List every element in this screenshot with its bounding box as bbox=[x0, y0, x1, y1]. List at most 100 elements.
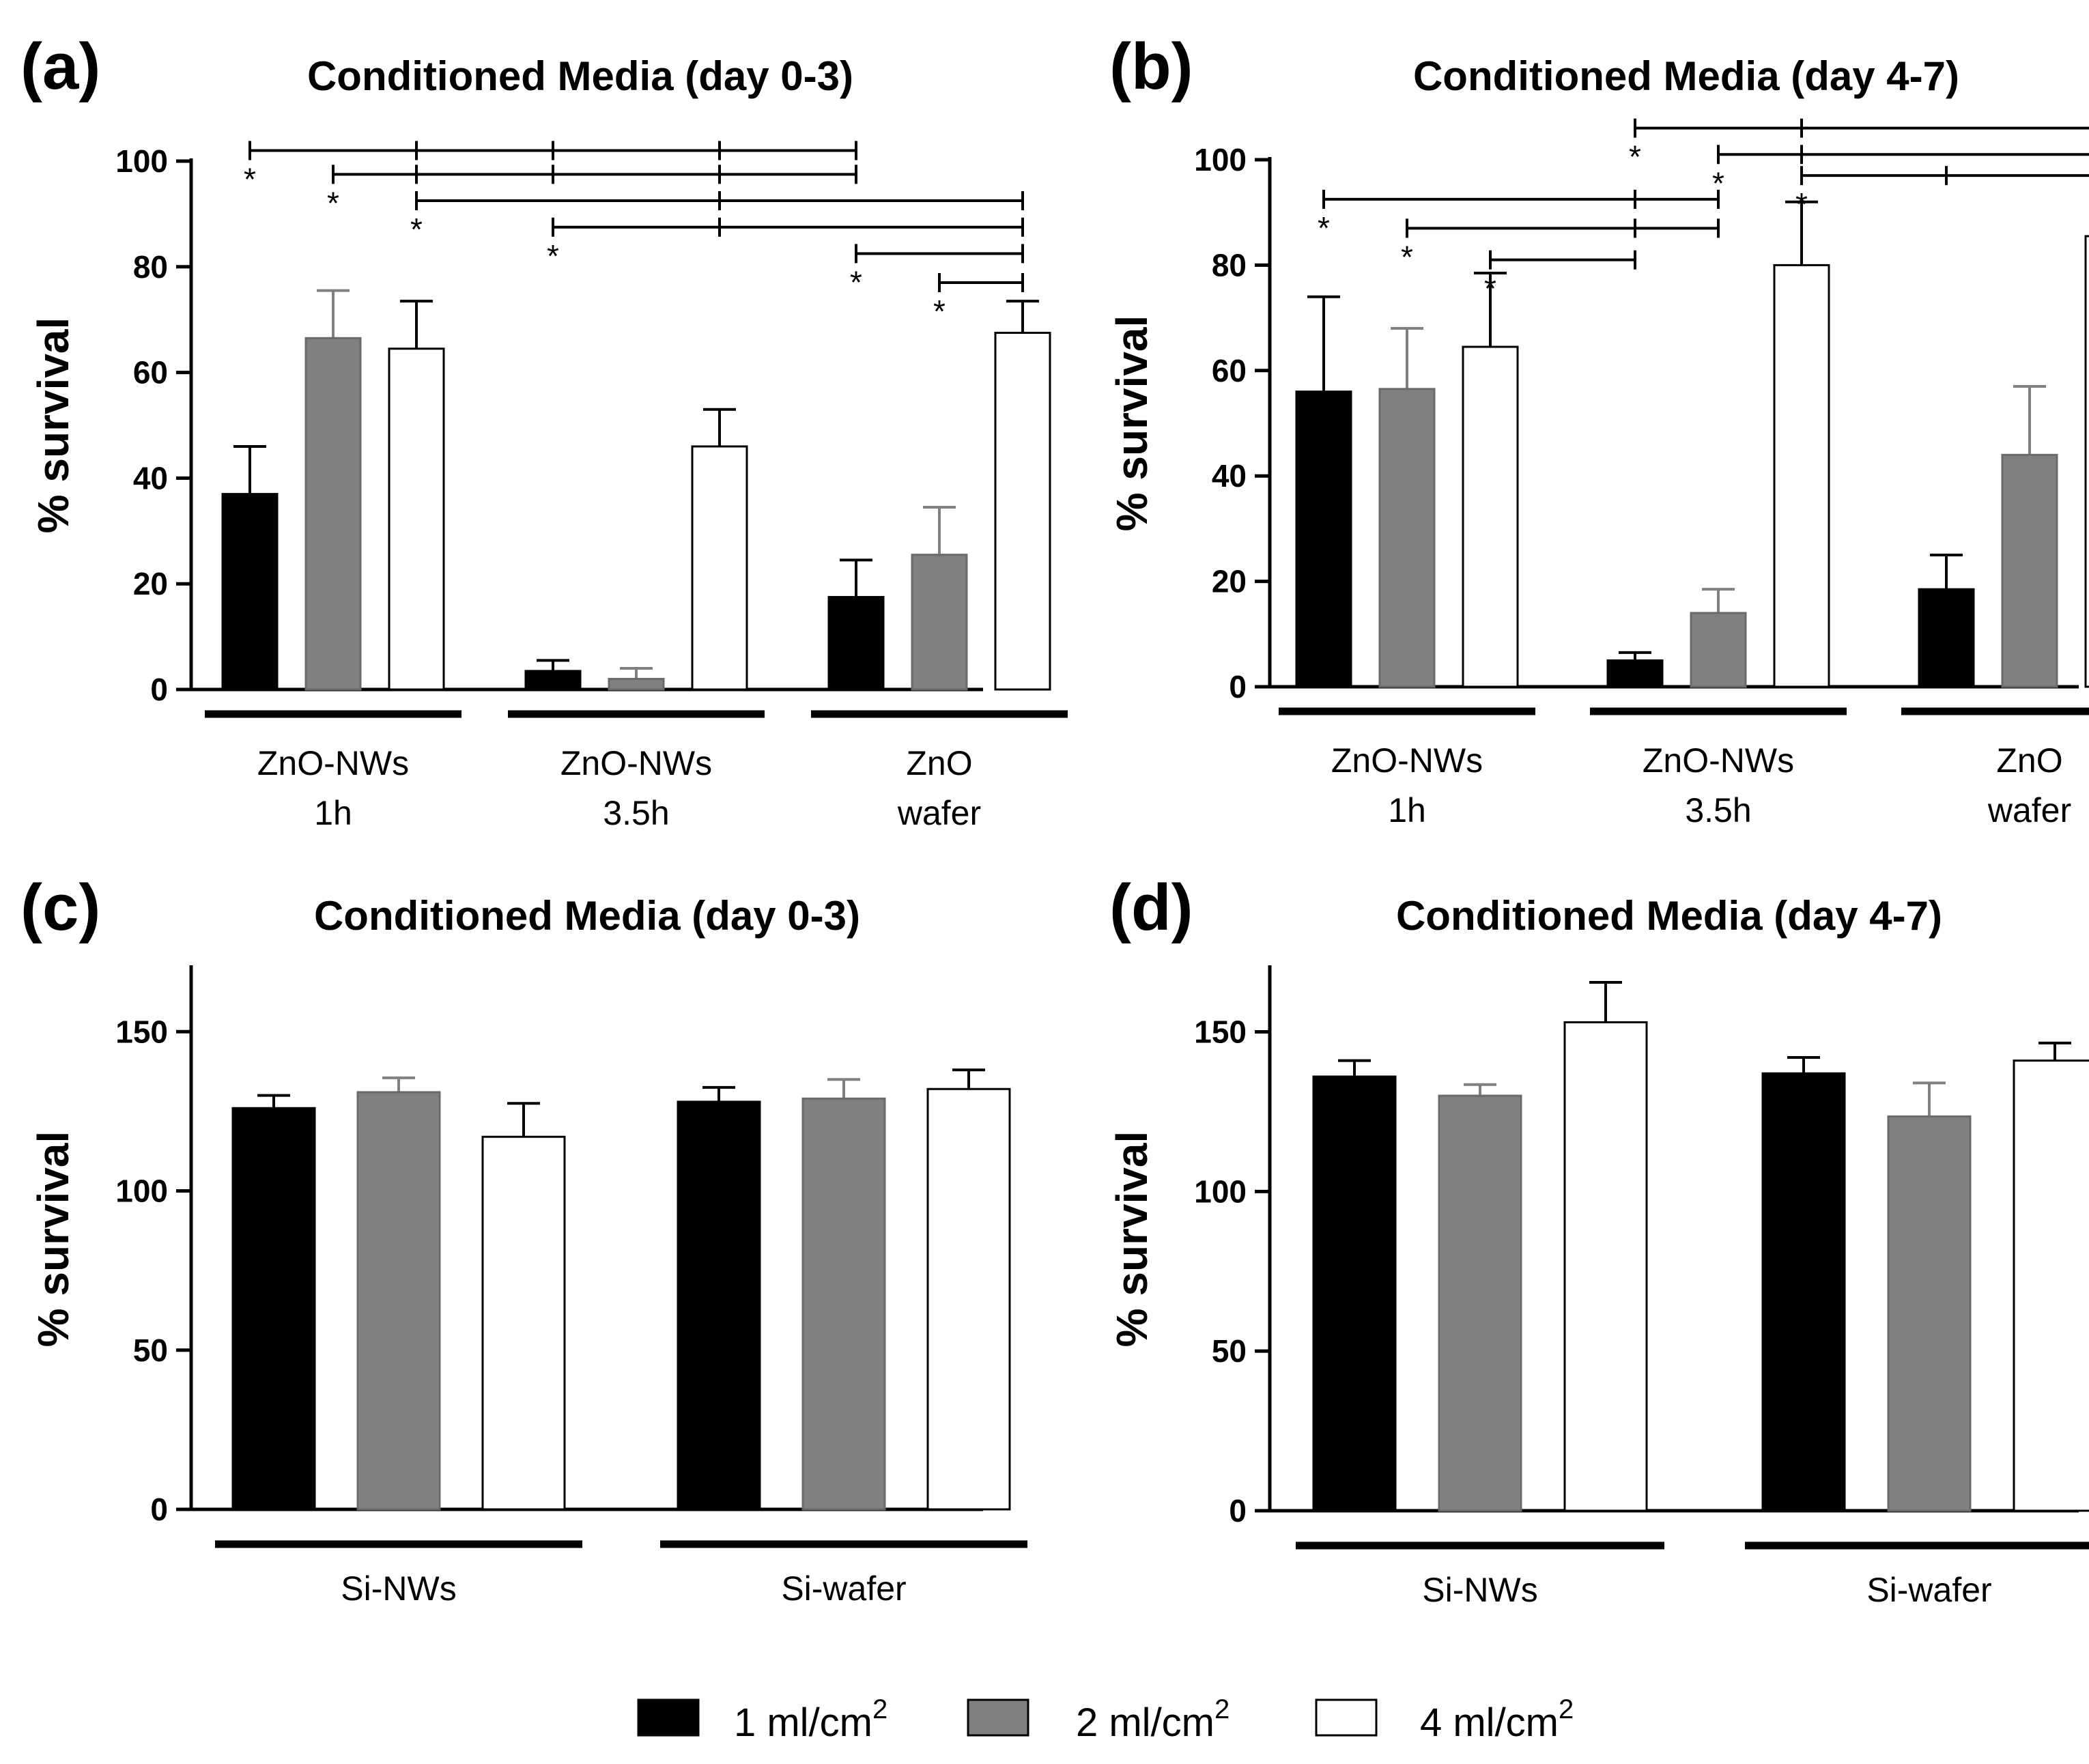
significance-star: * bbox=[1401, 239, 1413, 274]
group-label: ZnO-NWs bbox=[1331, 741, 1483, 780]
significance-star: * bbox=[410, 212, 423, 247]
group-label: Si-wafer bbox=[781, 1569, 906, 1608]
bar bbox=[691, 445, 748, 691]
group-label: ZnO bbox=[906, 744, 972, 782]
bar bbox=[994, 332, 1051, 691]
chart-title: Conditioned Media (day 4-7) bbox=[1396, 893, 1942, 939]
panel-letter: (d) bbox=[1109, 871, 1193, 944]
y-tick-label: 40 bbox=[133, 460, 168, 496]
bar bbox=[2084, 235, 2089, 688]
legend-swatch-3 bbox=[1315, 1698, 1378, 1737]
y-tick-label: 100 bbox=[115, 1173, 168, 1209]
y-axis-label: % survival bbox=[1107, 315, 1156, 532]
y-axis-label: % survival bbox=[1107, 1131, 1156, 1348]
y-axis-label: % survival bbox=[29, 317, 78, 534]
y-tick-label: 60 bbox=[1212, 353, 1247, 388]
bar bbox=[2001, 453, 2058, 688]
y-tick-label: 20 bbox=[133, 566, 168, 601]
bar bbox=[1690, 612, 1747, 688]
y-tick-label: 80 bbox=[1212, 247, 1247, 283]
y-tick-label: 50 bbox=[133, 1333, 168, 1368]
bar bbox=[1378, 388, 1436, 688]
significance-star: * bbox=[1318, 210, 1330, 246]
chart-panel-d: (d) Conditioned Media (day 4-7) 0 50 100 150%… bbox=[1107, 871, 2089, 1609]
bar bbox=[1295, 390, 1352, 688]
bar bbox=[1773, 264, 1830, 688]
chart-panel-a: (a) Conditioned Media (day 0-3) 0 20 40 60 80 1… bbox=[20, 30, 1068, 832]
significance-star: * bbox=[547, 238, 559, 274]
legend: 1 ml/cm2 2 ml/cm2 4 ml/cm2 bbox=[637, 1694, 1574, 1745]
bar bbox=[1606, 659, 1664, 688]
bar bbox=[827, 596, 885, 691]
y-tick-label: 60 bbox=[133, 355, 168, 390]
legend-swatch-1 bbox=[637, 1698, 700, 1737]
significance-star: * bbox=[1712, 165, 1724, 201]
y-tick-label: 100 bbox=[115, 143, 168, 179]
group-label: 1h bbox=[314, 794, 352, 832]
legend-label-3: 4 ml/cm2 bbox=[1420, 1694, 1574, 1745]
group-label: wafer bbox=[1987, 791, 2071, 829]
y-tick-label: 50 bbox=[1212, 1333, 1247, 1369]
significance-star: * bbox=[244, 162, 256, 197]
bar bbox=[801, 1097, 886, 1511]
bar bbox=[1312, 1075, 1397, 1512]
chart-title: Conditioned Media (day 0-3) bbox=[314, 893, 860, 939]
bar bbox=[1918, 588, 1975, 688]
bar bbox=[1887, 1115, 1972, 1512]
group-label: Si-NWs bbox=[1422, 1571, 1537, 1609]
bar bbox=[1438, 1094, 1522, 1512]
y-axis-label: % survival bbox=[29, 1131, 78, 1348]
bar bbox=[1563, 1021, 1648, 1512]
significance-star: * bbox=[850, 264, 862, 300]
panel-letter: (b) bbox=[1109, 30, 1193, 103]
y-tick-label: 0 bbox=[150, 672, 168, 707]
chart-panel-c: (c) Conditioned Media (day 0-3) 0 50 100 150%… bbox=[20, 871, 1027, 1608]
bar bbox=[481, 1135, 566, 1511]
panel-letter: (a) bbox=[20, 30, 100, 103]
bar bbox=[1462, 345, 1519, 688]
bar bbox=[608, 678, 665, 691]
y-tick-label: 0 bbox=[150, 1492, 168, 1527]
y-tick-label: 0 bbox=[1229, 1493, 1247, 1528]
group-label: 1h bbox=[1388, 791, 1426, 829]
significance-star: * bbox=[1795, 186, 1808, 222]
bar bbox=[231, 1107, 316, 1511]
bar bbox=[911, 554, 968, 691]
legend-label-2: 2 ml/cm2 bbox=[1076, 1694, 1230, 1745]
bar bbox=[304, 337, 362, 691]
y-tick-label: 150 bbox=[115, 1014, 168, 1049]
bar bbox=[524, 670, 582, 691]
y-tick-label: 40 bbox=[1212, 458, 1247, 494]
group-label: ZnO-NWs bbox=[1643, 741, 1794, 780]
significance-star: * bbox=[1484, 271, 1496, 307]
group-label: Si-wafer bbox=[1866, 1571, 1991, 1609]
bar bbox=[388, 347, 445, 691]
legend-swatch-2 bbox=[967, 1698, 1029, 1737]
group-label: ZnO bbox=[1996, 741, 2062, 780]
y-tick-label: 150 bbox=[1194, 1014, 1247, 1050]
bar bbox=[2013, 1059, 2089, 1512]
bar bbox=[677, 1100, 761, 1511]
y-tick-label: 20 bbox=[1212, 564, 1247, 599]
bar bbox=[221, 493, 279, 691]
group-label: 3.5h bbox=[1685, 791, 1751, 829]
bar bbox=[1761, 1072, 1846, 1512]
chart-title: Conditioned Media (day 4-7) bbox=[1413, 53, 1959, 99]
bar bbox=[356, 1091, 441, 1511]
y-tick-label: 80 bbox=[133, 249, 168, 285]
significance-star: * bbox=[1629, 139, 1641, 175]
group-label: Si-NWs bbox=[341, 1569, 456, 1608]
group-label: ZnO-NWs bbox=[560, 744, 712, 782]
group-label: 3.5h bbox=[603, 794, 669, 832]
y-tick-label: 100 bbox=[1194, 142, 1247, 177]
bar bbox=[926, 1087, 1011, 1511]
y-tick-label: 100 bbox=[1194, 1173, 1247, 1209]
significance-star: * bbox=[933, 294, 946, 329]
panel-letter: (c) bbox=[20, 871, 100, 944]
chart-title: Conditioned Media (day 0-3) bbox=[307, 53, 853, 99]
legend-label-1: 1 ml/cm2 bbox=[734, 1694, 887, 1745]
significance-star: * bbox=[327, 185, 339, 220]
y-tick-label: 0 bbox=[1229, 669, 1247, 705]
chart-panels: (a) Conditioned Media (day 0-3) 0 20 40 60 80 1… bbox=[20, 30, 2089, 1609]
